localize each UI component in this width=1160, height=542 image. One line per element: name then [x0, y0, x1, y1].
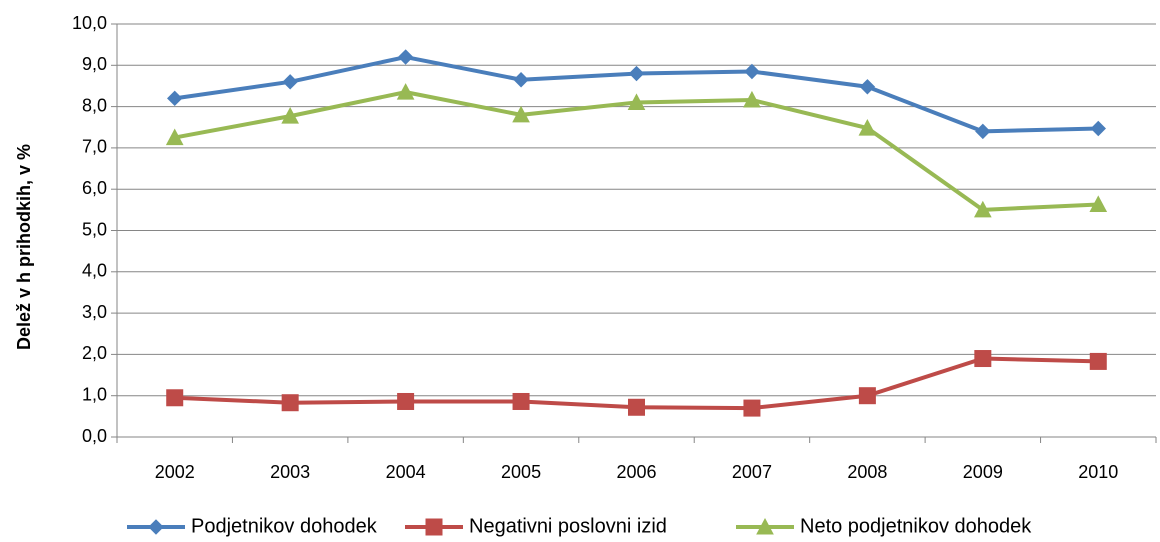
data-point: [743, 399, 761, 417]
x-tick-label: 2003: [270, 462, 310, 482]
data-point: [512, 105, 530, 123]
data-point: [513, 72, 529, 88]
data-point: [628, 65, 645, 82]
data-point: [166, 389, 184, 407]
y-tick-label: 8,0: [82, 95, 107, 115]
data-point: [165, 128, 184, 146]
y-tick-label: 3,0: [82, 302, 107, 322]
series-3: [165, 83, 1108, 218]
data-point: [282, 74, 298, 90]
x-tick-label: 2007: [732, 462, 772, 482]
axes: [111, 23, 1157, 443]
data-point: [627, 93, 646, 110]
data-point: [397, 392, 415, 410]
y-tick-label: 1,0: [82, 384, 107, 404]
gridlines: [117, 23, 1156, 397]
y-tick-labels: 0,0 1,0 2,0 3,0 4,0 5,0 6,0 7,0 8,0 9,0 10,0: [72, 13, 107, 446]
x-tick-label: 2002: [155, 462, 195, 482]
legend-marker: [425, 518, 443, 536]
legend-label: Podjetnikov dohodek: [191, 515, 378, 537]
legend-marker: [756, 517, 774, 535]
y-tick-label: 7,0: [82, 137, 107, 157]
data-point: [397, 49, 414, 65]
data-point: [974, 350, 992, 368]
x-tick-label: 2009: [963, 462, 1003, 482]
data-point: [1089, 352, 1107, 370]
data-point: [628, 398, 645, 416]
data-point: [858, 119, 877, 136]
series-lines: [165, 49, 1108, 417]
data-point: [281, 107, 299, 124]
legend-marker: [148, 519, 164, 535]
legend-item-2: Negativni poslovni izid: [405, 515, 667, 537]
data-point: [744, 63, 760, 80]
series-2: [166, 350, 1107, 417]
data-point: [973, 200, 992, 218]
data-point: [975, 123, 991, 140]
y-tick-label: 4,0: [82, 261, 107, 281]
y-tick-label: 6,0: [82, 178, 107, 198]
x-tick-label: 2008: [847, 462, 887, 482]
x-tick-labels: 2002 2003 2004 2005 2006 2007 2008 2009 2010: [155, 462, 1119, 482]
data-point: [1089, 195, 1108, 212]
x-tick-label: 2006: [616, 462, 656, 482]
y-tick-label: 5,0: [82, 219, 107, 239]
legend: Podjetnikov dohodek Negativni poslovni iz…: [127, 515, 1032, 537]
y-tick-label: 9,0: [82, 54, 107, 74]
legend-item-3: Neto podjetnikov dohodek: [736, 515, 1032, 537]
x-tick-label: 2010: [1078, 462, 1118, 482]
data-point: [281, 394, 299, 412]
series-1: [167, 49, 1106, 140]
x-tick-label: 2005: [501, 462, 541, 482]
y-tick-label: 10,0: [72, 13, 107, 33]
data-point: [859, 79, 876, 95]
data-point: [743, 90, 761, 108]
y-tick-label: 0,0: [82, 426, 107, 446]
x-tick-label: 2004: [386, 462, 426, 482]
data-point: [396, 83, 415, 100]
data-point: [512, 392, 530, 410]
data-point: [1090, 120, 1106, 137]
y-tick-label: 2,0: [82, 343, 107, 363]
data-point: [858, 387, 876, 405]
legend-label: Neto podjetnikov dohodek: [800, 515, 1032, 537]
data-point: [167, 90, 183, 107]
legend-item-1: Podjetnikov dohodek: [127, 515, 378, 537]
legend-label: Negativni poslovni izid: [469, 515, 667, 537]
y-axis-label: Delež v h prihodkih, v %: [14, 144, 34, 350]
